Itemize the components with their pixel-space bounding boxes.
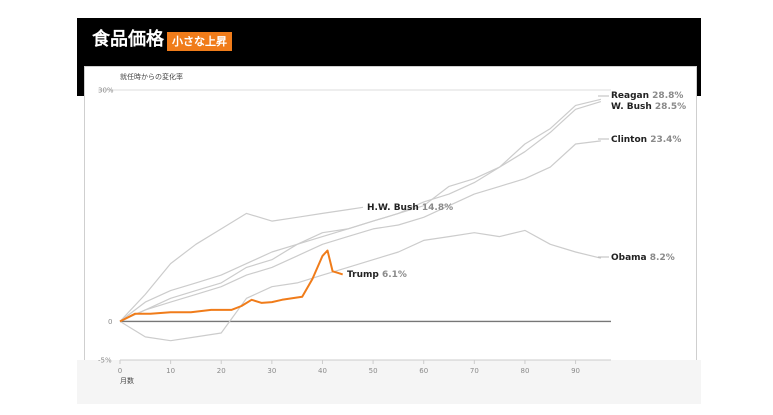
- x-tick-label: 70: [470, 367, 479, 375]
- x-tick-label: 50: [369, 367, 378, 375]
- footer-band: [77, 360, 701, 404]
- series-line-h-w-bush: [119, 206, 364, 322]
- series-label-w-bush: W. Bush 28.5%: [611, 102, 686, 112]
- x-tick-label: 0: [118, 367, 122, 375]
- series-label-name: H.W. Bush: [367, 203, 422, 213]
- x-tick-label: 60: [419, 367, 428, 375]
- y-axis-title: 就任時からの変化率: [120, 72, 183, 81]
- series-label-value: 23.4%: [650, 135, 681, 145]
- y-tick-label: 0: [108, 318, 112, 326]
- series-label-value: 28.8%: [652, 91, 683, 101]
- series-line-clinton: [119, 140, 601, 322]
- x-tick-label: 20: [217, 367, 226, 375]
- series-label-value: 14.8%: [422, 203, 453, 213]
- y-tick-label: -5%: [98, 357, 112, 365]
- series-label-name: Clinton: [611, 135, 650, 145]
- x-tick-label: 80: [520, 367, 529, 375]
- series-label-trump: Trump 6.1%: [347, 270, 407, 280]
- series-label-h-w-bush: H.W. Bush 14.8%: [367, 203, 453, 213]
- series-line-w-bush: [119, 101, 602, 322]
- x-tick-label: 30: [267, 367, 276, 375]
- series-label-reagan: Reagan 28.8%: [611, 91, 683, 101]
- series-label-name: Trump: [347, 270, 382, 280]
- x-tick-label: 90: [571, 367, 580, 375]
- trend-badge: 小さな上昇: [167, 32, 232, 51]
- y-tick-label: 30%: [98, 87, 114, 95]
- chart-card: [84, 66, 697, 397]
- series-line-obama: [119, 229, 602, 342]
- x-tick-label: 10: [166, 367, 175, 375]
- series-label-value: 8.2%: [650, 253, 675, 263]
- chart-title: 食品価格: [92, 29, 164, 50]
- series-line-reagan: [119, 98, 602, 322]
- series-label-value: 28.5%: [655, 102, 686, 112]
- series-label-value: 6.1%: [382, 270, 407, 280]
- series-label-clinton: Clinton 23.4%: [611, 135, 681, 145]
- series-label-obama: Obama 8.2%: [611, 253, 675, 263]
- series-line-trump: [119, 249, 344, 323]
- series-label-name: Obama: [611, 253, 650, 263]
- series-label-name: W. Bush: [611, 102, 655, 112]
- series-label-name: Reagan: [611, 91, 652, 101]
- x-axis-title: 月数: [120, 376, 134, 385]
- x-tick-label: 40: [318, 367, 327, 375]
